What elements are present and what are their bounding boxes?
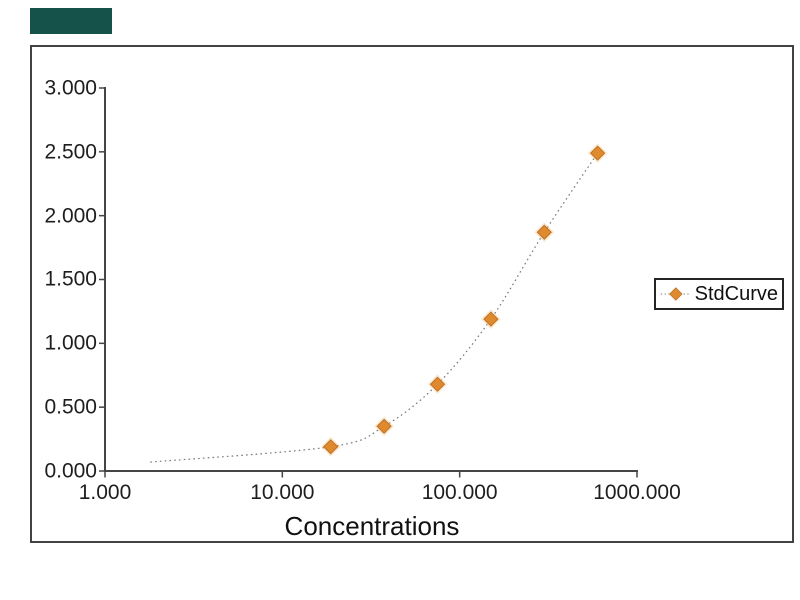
legend: StdCurve	[654, 278, 784, 310]
data-point-marker	[429, 376, 446, 392]
legend-series-label: StdCurve	[694, 283, 778, 305]
data-point-marker	[483, 311, 499, 327]
y-tick-label: 0.500	[44, 395, 97, 419]
legend-diamond-icon	[669, 287, 683, 301]
legend-marker-swatch	[660, 287, 691, 301]
x-tick-label: 100.000	[421, 481, 498, 504]
stdcurve-line-layer	[150, 152, 599, 463]
data-point-marker	[589, 145, 606, 161]
y-tick-label: 2.500	[44, 140, 97, 164]
brand-logo-block	[30, 8, 112, 34]
stdcurve-fit-line	[150, 152, 599, 463]
data-point-marker	[376, 418, 392, 434]
y-tick-label: 0.000	[44, 459, 97, 483]
axes-layer	[99, 86, 638, 478]
x-axis-title: Concentrations	[284, 511, 460, 541]
y-tick-label: 1.000	[44, 331, 97, 355]
y-tick-label: 3.000	[44, 76, 97, 100]
x-tick-label: 1.000	[78, 481, 132, 504]
y-tick-label: 1.500	[44, 267, 97, 291]
x-tick-label: 1000.000	[593, 481, 681, 504]
data-point-marker	[536, 224, 552, 240]
data-point-marker	[323, 439, 339, 455]
x-tick-label: 10.000	[250, 481, 315, 504]
y-tick-label: 2.000	[44, 204, 97, 228]
data-point-layer	[320, 143, 608, 457]
